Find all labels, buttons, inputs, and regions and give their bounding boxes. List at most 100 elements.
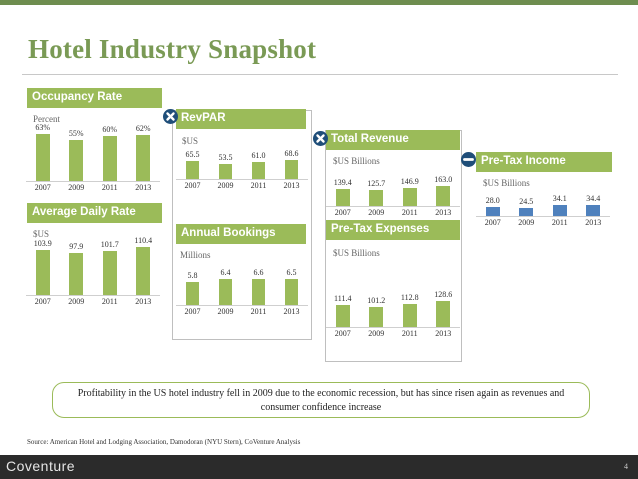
bookings-bar xyxy=(185,281,200,305)
pretax-value-label: 28.0 xyxy=(485,195,500,205)
revenue-value-label: 146.9 xyxy=(400,176,419,186)
bookings-axis-line xyxy=(176,305,308,306)
occupancy-bar xyxy=(102,136,117,181)
bookings-bar xyxy=(251,278,266,305)
revpar-axis-line xyxy=(176,179,308,180)
expenses-bar xyxy=(369,306,384,327)
times-icon xyxy=(163,109,178,124)
revenue-unit: $US Billions xyxy=(333,156,380,166)
revenue-tick-label: 2007 xyxy=(334,208,351,217)
pretax-tick-label: 2009 xyxy=(518,218,535,227)
occupancy-bar xyxy=(69,140,84,181)
revpar-tick-label: 2011 xyxy=(250,181,267,190)
expenses-bar xyxy=(335,304,350,327)
page-title: Hotel Industry Snapshot xyxy=(28,34,317,64)
pretax-tick-label: 2011 xyxy=(551,218,568,227)
bookings-tick-label: 2009 xyxy=(217,307,234,316)
bookings-tick-label: 2013 xyxy=(283,307,300,316)
revpar-header: RevPAR xyxy=(176,109,306,129)
expenses-bar xyxy=(436,301,451,327)
bookings-bar xyxy=(218,279,233,305)
bookings-tick-label: 2011 xyxy=(250,307,267,316)
occupancy-bar xyxy=(35,134,50,181)
revpar-chart: 65.5 2007 53.5 2009 61.0 2011 68.6 2013 xyxy=(176,146,308,191)
revenue-header: Total Revenue xyxy=(326,130,460,150)
revenue-value-label: 125.7 xyxy=(367,179,386,189)
pretax-chart: 28.0 2007 24.5 2009 34.1 2011 34.4 2013 xyxy=(476,190,610,228)
revenue-bar xyxy=(402,187,417,206)
pretax-axis-line xyxy=(476,216,610,217)
bookings-header: Annual Bookings xyxy=(176,224,306,244)
pretax-header: Pre-Tax Income xyxy=(476,152,612,172)
revenue-bar xyxy=(335,188,350,206)
expenses-value-label: 111.4 xyxy=(334,293,352,303)
revenue-value-label: 139.4 xyxy=(333,177,352,187)
revpar-unit: $US xyxy=(182,136,199,146)
bookings-value-label: 5.8 xyxy=(187,270,198,280)
minus-icon xyxy=(461,152,476,167)
adr-value-label: 103.9 xyxy=(33,238,52,248)
bookings-chart: 5.8 2007 6.4 2009 6.6 2011 6.5 2013 xyxy=(176,262,308,317)
bookings-bar xyxy=(284,279,299,305)
revpar-bar xyxy=(185,160,200,179)
title-divider xyxy=(22,74,618,75)
adr-bar xyxy=(136,247,151,295)
bookings-unit: Millions xyxy=(180,250,211,260)
revpar-value-label: 68.6 xyxy=(284,149,299,159)
revpar-tick-label: 2007 xyxy=(184,181,201,190)
occupancy-value-label: 63% xyxy=(35,123,51,133)
adr-tick-label: 2013 xyxy=(135,297,152,306)
expenses-axis-line xyxy=(326,327,460,328)
pretax-bar xyxy=(586,204,601,216)
adr-axis-line xyxy=(26,295,160,296)
revpar-value-label: 65.5 xyxy=(185,149,200,159)
expenses-value-label: 101.2 xyxy=(367,295,386,305)
source-note: Source: American Hotel and Lodging Assoc… xyxy=(27,438,301,446)
expenses-chart: 111.4 2007 101.2 2009 112.8 2011 128.6 2013 xyxy=(326,284,460,339)
revenue-value-label: 163.0 xyxy=(434,174,453,184)
pretax-value-label: 34.4 xyxy=(586,193,601,203)
adr-bar xyxy=(35,249,50,295)
occupancy-tick-label: 2007 xyxy=(34,183,51,192)
revenue-bar xyxy=(369,190,384,206)
adr-value-label: 97.9 xyxy=(69,241,84,251)
revpar-bar xyxy=(284,160,299,179)
adr-tick-label: 2009 xyxy=(68,297,85,306)
expenses-bar xyxy=(402,304,417,327)
footer-bar: Coventure 4 xyxy=(0,455,638,479)
revpar-value-label: 61.0 xyxy=(251,151,266,161)
revenue-tick-label: 2009 xyxy=(368,208,385,217)
occupancy-header: Occupancy Rate xyxy=(27,88,162,108)
revenue-chart: 139.4 2007 125.7 2009 146.9 2011 163.0 2013 xyxy=(326,170,460,218)
expenses-unit: $US Billions xyxy=(333,248,380,258)
pretax-unit: $US Billions xyxy=(483,178,530,188)
occupancy-tick-label: 2013 xyxy=(135,183,152,192)
occupancy-value-label: 55% xyxy=(68,129,84,139)
expenses-tick-label: 2011 xyxy=(401,329,418,338)
occupancy-tick-label: 2009 xyxy=(68,183,85,192)
adr-tick-label: 2007 xyxy=(34,297,51,306)
adr-chart: 103.9 2007 97.9 2009 101.7 2011 110.4 2013 xyxy=(26,232,160,307)
bookings-value-label: 6.4 xyxy=(220,268,231,278)
expenses-tick-label: 2013 xyxy=(435,329,452,338)
pretax-bar xyxy=(519,207,534,216)
times-icon xyxy=(313,131,328,146)
adr-bar xyxy=(69,252,84,295)
pretax-tick-label: 2013 xyxy=(585,218,602,227)
expenses-value-label: 112.8 xyxy=(400,293,419,303)
adr-unit: $US xyxy=(33,229,50,239)
adr-value-label: 101.7 xyxy=(100,239,119,249)
pretax-value-label: 24.5 xyxy=(519,196,534,206)
adr-tick-label: 2011 xyxy=(101,297,118,306)
occupancy-value-label: 60% xyxy=(102,125,118,135)
adr-value-label: 110.4 xyxy=(134,236,153,246)
revpar-bar xyxy=(251,162,266,179)
revpar-bar xyxy=(218,164,233,179)
adr-header: Average Daily Rate xyxy=(27,203,162,223)
top-accent-bar xyxy=(0,0,638,5)
revenue-tick-label: 2011 xyxy=(401,208,418,217)
pretax-tick-label: 2007 xyxy=(484,218,501,227)
expenses-value-label: 128.6 xyxy=(434,290,453,300)
adr-bar xyxy=(102,250,117,295)
occupancy-unit: Percent xyxy=(33,114,60,124)
